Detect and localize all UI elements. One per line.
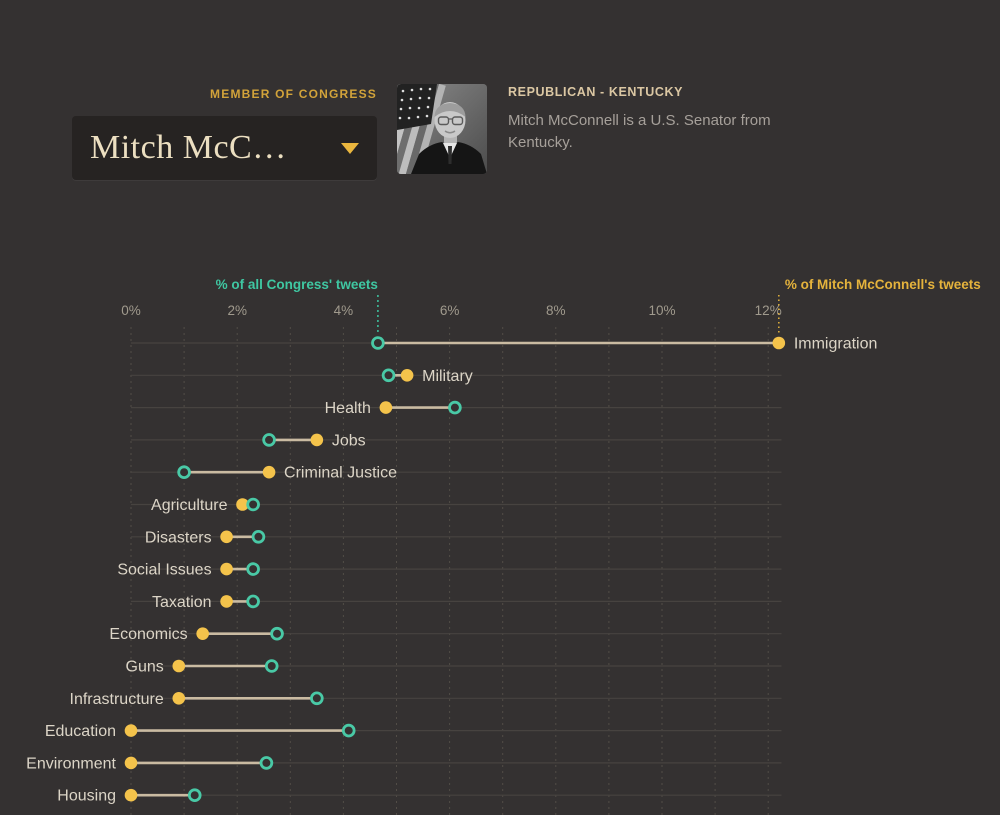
category-label: Criminal Justice <box>284 465 397 482</box>
congress-dot[interactable] <box>251 529 266 544</box>
category-label: Economics <box>109 626 187 643</box>
chart-row: Criminal Justice <box>131 465 782 482</box>
mcconnell-dot[interactable] <box>400 369 414 382</box>
chart-row: Taxation <box>131 594 782 611</box>
category-label: Education <box>45 723 116 740</box>
mcconnell-dot[interactable] <box>124 788 138 802</box>
legend-mcconnell-label: % of Mitch McConnell's tweets <box>785 277 981 292</box>
category-label: Disasters <box>145 529 212 546</box>
chart-row: Agriculture <box>131 497 782 514</box>
congress-dot[interactable] <box>246 594 260 609</box>
congress-dot[interactable] <box>381 368 396 383</box>
mcconnell-dot[interactable] <box>262 465 276 479</box>
chart-row: Jobs <box>131 432 782 449</box>
chart-row: Health <box>131 400 782 417</box>
mcconnell-dot[interactable] <box>379 401 393 414</box>
mcconnell-dot[interactable] <box>172 692 186 705</box>
chart-row: Military <box>131 368 782 385</box>
member-photo-graphic <box>397 84 487 174</box>
congress-dot[interactable] <box>448 400 462 415</box>
congress-dot[interactable] <box>262 433 276 447</box>
category-label: Agriculture <box>151 497 228 514</box>
congress-dot[interactable] <box>177 465 191 480</box>
category-label: Environment <box>26 755 116 772</box>
chart-row: Social Issues <box>117 562 782 579</box>
congress-dot[interactable] <box>310 691 324 706</box>
member-bio: Mitch McConnell is a U.S. Senator from K… <box>508 112 771 151</box>
category-label: Housing <box>57 788 116 805</box>
mcconnell-dot[interactable] <box>196 627 209 640</box>
chart-row: Economics <box>109 626 782 643</box>
category-label: Guns <box>126 659 164 676</box>
x-axis-tick-label: 4% <box>334 303 354 318</box>
category-label: Taxation <box>152 594 212 611</box>
mcconnell-dot[interactable] <box>220 595 233 608</box>
member-dropdown[interactable]: Mitch McC… <box>72 116 377 180</box>
party-state-label: REPUBLICAN - KENTUCKY <box>508 85 684 99</box>
mcconnell-dot[interactable] <box>172 659 186 673</box>
x-axis-tick-label: 0% <box>121 303 141 318</box>
x-axis-tick-label: 10% <box>648 303 675 318</box>
x-axis-tick-label: 8% <box>546 303 566 318</box>
mcconnell-dot[interactable] <box>124 756 138 770</box>
congress-dot[interactable] <box>341 723 356 738</box>
x-axis-tick-label: 12% <box>755 303 782 318</box>
chart-row: Disasters <box>131 529 782 546</box>
member-photo <box>397 84 487 174</box>
congress-dot[interactable] <box>270 626 284 641</box>
chart-row: Housing <box>57 788 782 805</box>
category-label: Jobs <box>332 432 366 449</box>
portrait-figure <box>411 102 487 174</box>
category-label: Health <box>325 400 371 417</box>
mcconnell-dot[interactable] <box>220 530 233 544</box>
x-axis-tick-label: 6% <box>440 303 460 318</box>
tweet-topics-chart: 0% 2% 4% 6% 8% 10% 12% % of all Congress' tweet… <box>0 270 1000 815</box>
legend-congress-label: % of all Congress' tweets <box>216 277 378 292</box>
chevron-down-icon <box>341 142 359 154</box>
congress-dot[interactable] <box>259 756 274 770</box>
member-dropdown-value: Mitch McC… <box>90 129 287 166</box>
mcconnell-dot[interactable] <box>310 433 324 447</box>
x-axis-tick-label: 2% <box>227 303 247 318</box>
chart-row: Infrastructure <box>70 691 782 708</box>
congress-dot[interactable] <box>246 562 260 576</box>
mcconnell-dot[interactable] <box>220 562 233 576</box>
congress-dot[interactable] <box>264 659 279 673</box>
mcconnell-dot[interactable] <box>772 336 786 350</box>
category-label: Immigration <box>794 336 878 353</box>
congress-dot[interactable] <box>187 788 202 802</box>
dumbbell-chart-svg: 0% 2% 4% 6% 8% 10% 12% % of all Congress' tweet… <box>26 277 981 815</box>
category-label: Infrastructure <box>70 691 164 708</box>
member-of-congress-label: MEMBER OF CONGRESS <box>210 87 377 101</box>
congress-dot[interactable] <box>371 336 385 350</box>
category-label: Military <box>422 368 473 385</box>
category-label: Social Issues <box>117 562 211 579</box>
mcconnell-dot[interactable] <box>124 724 138 737</box>
mcconnell-dot[interactable] <box>236 498 249 511</box>
member-info: REPUBLICAN - KENTUCKY Mitch McConnell is… <box>508 85 838 154</box>
chart-row: Education <box>45 723 782 740</box>
chart-row: Environment <box>26 755 782 772</box>
flag-canton <box>397 84 437 130</box>
chart-row: Immigration <box>131 336 877 353</box>
chart-row: Guns <box>126 659 782 676</box>
congress-dot[interactable] <box>246 497 260 512</box>
